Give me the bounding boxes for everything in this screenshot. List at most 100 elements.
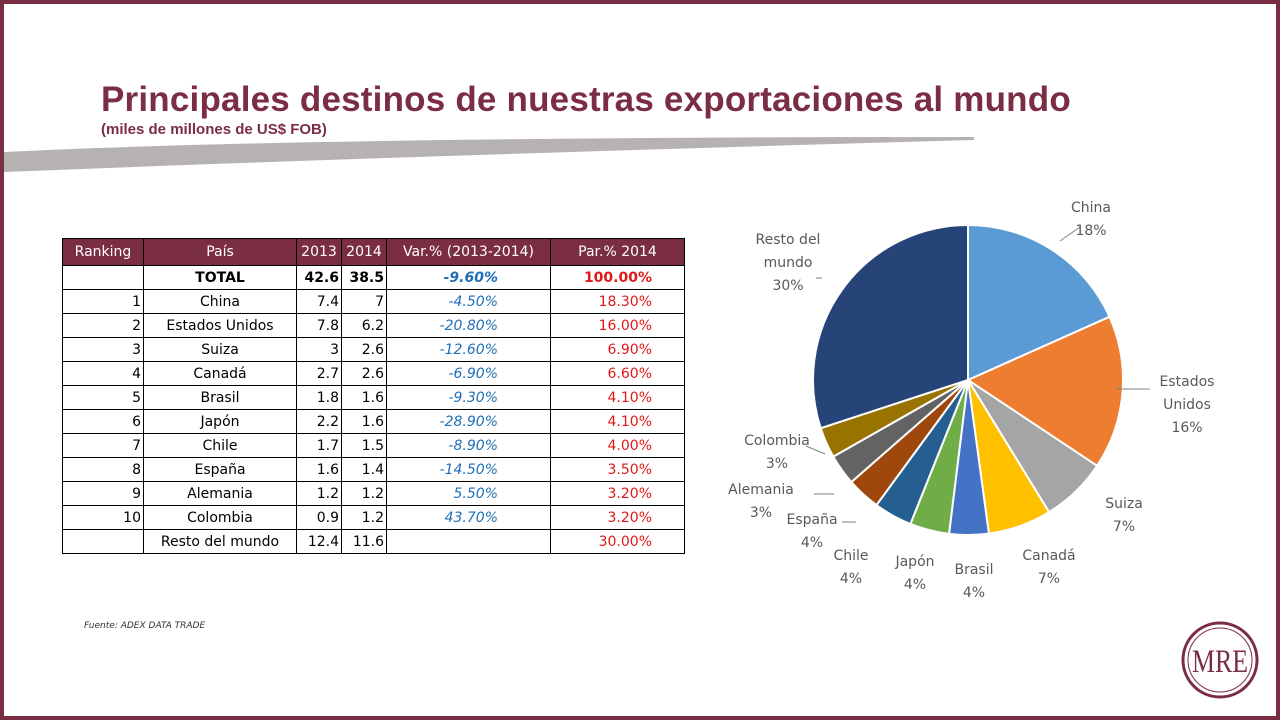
pie-data-label: Canadá 7% bbox=[1022, 548, 1075, 587]
table-row: 9 Alemania 1.2 1.2 5.50% 3.20% bbox=[62, 481, 685, 506]
column-header-2013: 2013 bbox=[296, 238, 342, 266]
table-row: 6 Japón 2.2 1.6 -28.90% 4.10% bbox=[62, 409, 685, 434]
value-2013-cell: 1.8 bbox=[296, 385, 342, 410]
value-2013-cell: 7.8 bbox=[296, 313, 342, 338]
pie-data-label: Colombia 3% bbox=[744, 433, 810, 472]
country-cell: TOTAL bbox=[143, 265, 297, 290]
participation-cell: 3.20% bbox=[550, 505, 685, 530]
value-2014-cell: 1.4 bbox=[341, 457, 387, 482]
variation-cell: -28.90% bbox=[386, 409, 551, 434]
value-2014-cell: 1.5 bbox=[341, 433, 387, 458]
pie-data-label: España 4% bbox=[786, 512, 837, 551]
variation-cell: -4.50% bbox=[386, 289, 551, 314]
page-title: Principales destinos de nuestras exporta… bbox=[101, 80, 1071, 119]
value-2013-cell: 7.4 bbox=[296, 289, 342, 314]
pie-data-label: China 18% bbox=[1071, 200, 1111, 239]
source-note: Fuente: ADEX DATA TRADE bbox=[84, 621, 206, 631]
value-2014-cell: 2.6 bbox=[341, 337, 387, 362]
label-leader-line bbox=[805, 445, 826, 455]
participation-cell: 3.50% bbox=[550, 457, 685, 482]
value-2014-cell: 6.2 bbox=[341, 313, 387, 338]
pie-data-label: Japón 4% bbox=[894, 554, 934, 593]
variation-cell: -14.50% bbox=[386, 457, 551, 482]
table-row: 4 Canadá 2.7 2.6 -6.90% 6.60% bbox=[62, 361, 685, 386]
participation-cell: 30.00% bbox=[550, 529, 685, 554]
svg-text:MRE: MRE bbox=[1192, 644, 1248, 680]
country-cell: Colombia bbox=[143, 505, 297, 530]
country-cell: España bbox=[143, 457, 297, 482]
export-share-pie-chart: China 18% Estados Unidos 16% Suiza 7% Canadá 7% B… bbox=[728, 200, 1215, 601]
participation-cell: 3.20% bbox=[550, 481, 685, 506]
country-cell: Chile bbox=[143, 433, 297, 458]
variation-cell: -9.30% bbox=[386, 385, 551, 410]
country-cell: China bbox=[143, 289, 297, 314]
table-row: 2 Estados Unidos 7.8 6.2 -20.80% 16.00% bbox=[62, 313, 685, 338]
value-2013-cell: 1.7 bbox=[296, 433, 342, 458]
page-subtitle: (miles de millones de US$ FOB) bbox=[101, 121, 327, 138]
country-cell: Estados Unidos bbox=[143, 313, 297, 338]
value-2014-cell: 2.6 bbox=[341, 361, 387, 386]
variation-cell: -12.60% bbox=[386, 337, 551, 362]
table-header-row: Ranking País 2013 2014 Var.% (2013-2014)… bbox=[62, 238, 685, 266]
column-header-ranking: Ranking bbox=[62, 238, 144, 266]
participation-cell: 6.60% bbox=[550, 361, 685, 386]
country-cell: Brasil bbox=[143, 385, 297, 410]
column-header-participation: Par.% 2014 bbox=[550, 238, 685, 266]
pie-slice bbox=[967, 223, 1111, 382]
pie-data-label: Suiza 7% bbox=[1105, 496, 1143, 535]
value-2014-cell: 1.6 bbox=[341, 385, 387, 410]
value-2013-cell: 3 bbox=[296, 337, 342, 362]
variation-cell bbox=[386, 529, 551, 554]
rank-cell: 1 bbox=[62, 289, 144, 314]
variation-cell: -6.90% bbox=[386, 361, 551, 386]
variation-cell: -20.80% bbox=[386, 313, 551, 338]
rank-cell: 7 bbox=[62, 433, 144, 458]
table-row: 8 España 1.6 1.4 -14.50% 3.50% bbox=[62, 457, 685, 482]
value-2014-cell: 38.5 bbox=[341, 265, 387, 290]
rank-cell bbox=[62, 265, 144, 290]
pie-data-label: Alemania 3% bbox=[728, 482, 794, 521]
table-row: Resto del mundo 12.4 11.6 30.00% bbox=[62, 529, 685, 554]
value-2013-cell: 2.2 bbox=[296, 409, 342, 434]
participation-cell: 18.30% bbox=[550, 289, 685, 314]
participation-cell: 4.10% bbox=[550, 385, 685, 410]
value-2013-cell: 1.2 bbox=[296, 481, 342, 506]
participation-cell: 6.90% bbox=[550, 337, 685, 362]
pie-slice bbox=[812, 223, 969, 430]
pie-data-label: Brasil 4% bbox=[954, 562, 993, 601]
variation-cell: 5.50% bbox=[386, 481, 551, 506]
rank-cell: 3 bbox=[62, 337, 144, 362]
table-row: 5 Brasil 1.8 1.6 -9.30% 4.10% bbox=[62, 385, 685, 410]
title-underline-swoosh bbox=[4, 137, 974, 172]
rank-cell: 8 bbox=[62, 457, 144, 482]
country-cell: Suiza bbox=[143, 337, 297, 362]
value-2013-cell: 1.6 bbox=[296, 457, 342, 482]
table-row: 7 Chile 1.7 1.5 -8.90% 4.00% bbox=[62, 433, 685, 458]
pie-slice bbox=[965, 315, 1124, 468]
rank-cell: 4 bbox=[62, 361, 144, 386]
rank-cell bbox=[62, 529, 144, 554]
rank-cell: 6 bbox=[62, 409, 144, 434]
pie-data-label: Resto del mundo 30% bbox=[756, 232, 821, 294]
participation-cell: 4.10% bbox=[550, 409, 685, 434]
table-body: TOTAL 42.6 38.5 -9.60% 100.00% 1 China 7.4 7 -4.5… bbox=[62, 265, 685, 554]
country-cell: Japón bbox=[143, 409, 297, 434]
column-header-variation: Var.% (2013-2014) bbox=[386, 238, 551, 266]
label-leader-line bbox=[1059, 226, 1081, 242]
value-2014-cell: 11.6 bbox=[341, 529, 387, 554]
participation-cell: 100.00% bbox=[550, 265, 685, 290]
country-cell: Resto del mundo bbox=[143, 529, 297, 554]
rank-cell: 2 bbox=[62, 313, 144, 338]
value-2013-cell: 12.4 bbox=[296, 529, 342, 554]
table-row: 10 Colombia 0.9 1.2 43.70% 3.20% bbox=[62, 505, 685, 530]
pie-data-label: Estados Unidos 16% bbox=[1160, 374, 1215, 436]
variation-cell: -8.90% bbox=[386, 433, 551, 458]
participation-cell: 4.00% bbox=[550, 433, 685, 458]
value-2013-cell: 2.7 bbox=[296, 361, 342, 386]
value-2013-cell: 42.6 bbox=[296, 265, 342, 290]
column-header-2014: 2014 bbox=[341, 238, 387, 266]
value-2014-cell: 7 bbox=[341, 289, 387, 314]
rank-cell: 9 bbox=[62, 481, 144, 506]
rank-cell: 10 bbox=[62, 505, 144, 530]
